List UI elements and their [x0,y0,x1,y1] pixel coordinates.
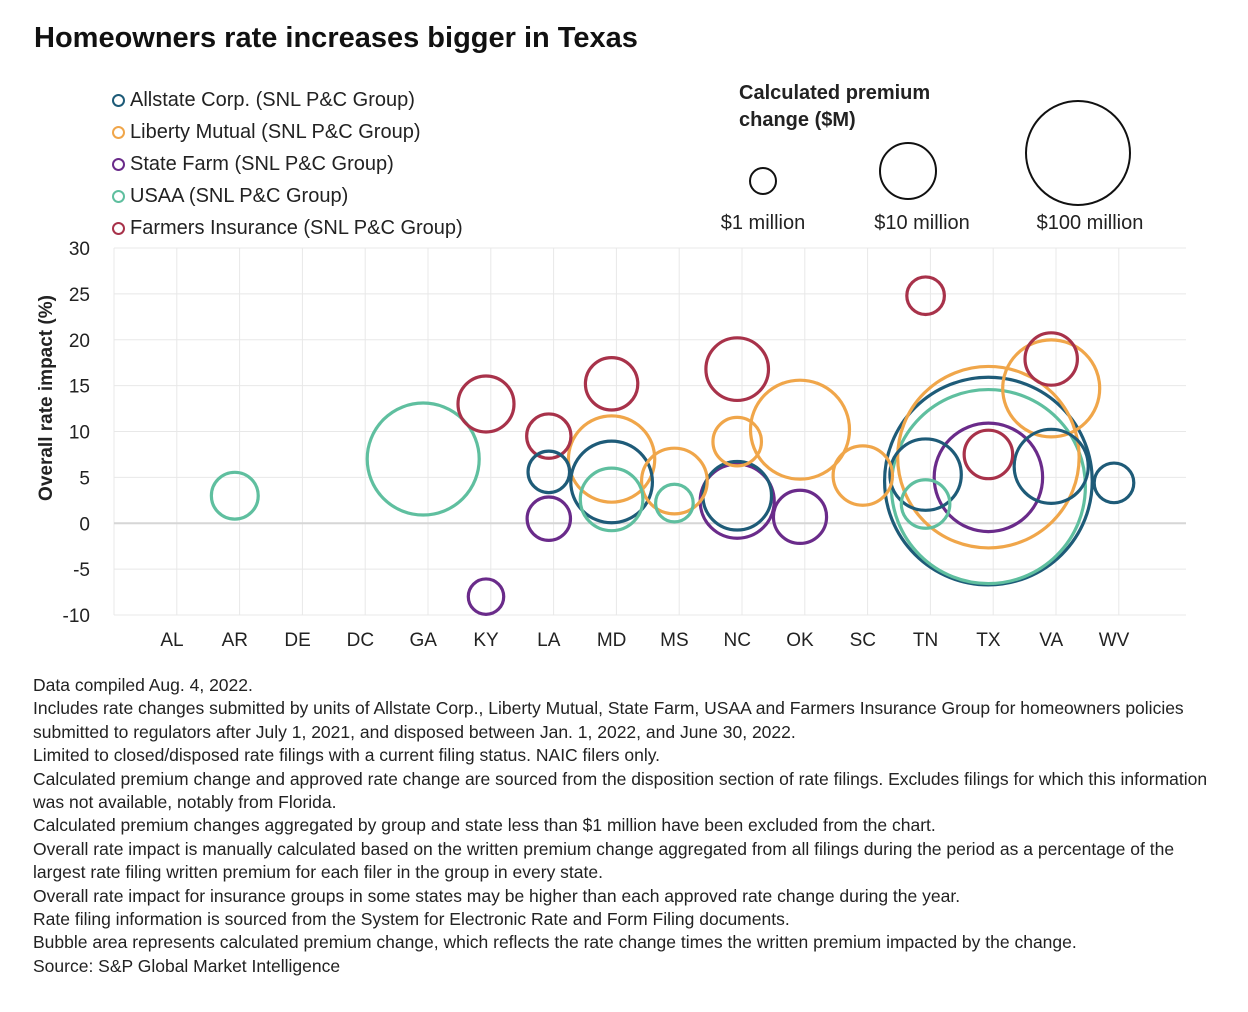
bubble-point [711,415,764,468]
size-legend-label-100m: $100 million [1036,212,1144,234]
bubble-point [905,275,946,317]
grid-layer [113,247,1186,616]
legend-item-farmers: Farmers Insurance (SNL P&C Group) [112,212,463,244]
x-tick-label: GA [409,630,437,651]
x-tick-label: AR [222,630,248,651]
size-legend-circle-1m [749,167,777,195]
size-legend-title-line2: change ($M) [739,109,856,131]
size-legend-circle-10m [879,142,937,200]
bubble-chart: 30 25 20 15 10 5 0 -5 -10 AL AR DE DC GA KY LA MD MS NC OK S… [36,239,1186,651]
bubble-point [748,378,852,481]
bubble-point [526,449,572,495]
y-tick-label: -5 [73,560,90,581]
chart-notes: Data compiled Aug. 4, 2022. Includes rat… [33,674,1213,978]
bubble-point [771,488,829,545]
note-line: Bubble area represents calculated premiu… [33,932,1077,953]
bubble-point [365,401,481,517]
bubble-point [578,466,645,533]
x-tick-label: VA [1039,630,1063,651]
x-tick-label: AL [160,630,183,651]
y-axis-label: Overall rate impact (%) [36,295,57,501]
bubble-point [896,364,1081,550]
chart-title: Homeowners rate increases bigger in Texa… [34,22,638,54]
x-tick-label: DE [284,630,310,651]
legend-label-farmers: Farmers Insurance (SNL P&C Group) [130,216,463,239]
x-tick-label: KY [473,630,499,651]
legend-label-usaa: USAA (SNL P&C Group) [130,184,349,207]
note-line: Source: S&P Global Market Intelligence [33,955,341,976]
y-tick-label: 20 [69,331,90,352]
y-tick-label: 5 [79,468,90,489]
x-tick-label: MD [597,630,627,651]
bubble-point [1012,427,1090,506]
bubble-point [209,470,260,521]
size-legend-title-line1: Calculated premium [739,82,931,104]
bubble-point [654,482,695,524]
bubble-point [456,374,516,434]
bubble-point [583,355,640,412]
y-tick-label: 30 [69,239,90,260]
y-tick-label: 10 [69,423,90,444]
axis-layer: 30 25 20 15 10 5 0 -5 -10 AL AR DE DC GA KY LA MD MS NC OK S… [63,239,1130,651]
size-legend-label-1m: $1 million [720,212,806,234]
note-line: Includes rate changes submitted by units… [33,698,1184,742]
legend-item-usaa: USAA (SNL P&C Group) [112,180,463,212]
legend-marker-statefarm [112,157,125,171]
legend-marker-liberty [112,125,125,139]
size-legend-title: Calculated premium change ($M) [739,80,930,134]
legend-label-allstate: Allstate Corp. (SNL P&C Group) [130,88,415,111]
note-line: Calculated premium changes aggregated by… [33,815,936,836]
bubble-point [1023,331,1079,387]
note-line: Limited to closed/disposed rate filings … [33,745,661,766]
y-tick-label: -10 [63,606,90,627]
legend-label-statefarm: State Farm (SNL P&C Group) [130,152,394,175]
bubble-point [888,437,963,512]
x-tick-label: MS [660,630,689,651]
x-tick-label: OK [786,630,814,651]
bubble-point [639,446,709,516]
legend-marker-farmers [112,221,125,235]
bubble-point [704,336,771,403]
bubble-point [1092,461,1136,505]
bubble-point [525,412,573,460]
x-tick-label: WV [1099,630,1130,651]
bubble-point [525,495,573,542]
bubble-point [932,421,1045,534]
x-tick-label: NC [723,630,750,651]
y-tick-label: 15 [69,377,90,398]
y-tick-label: 0 [79,514,90,535]
series-legend: Allstate Corp. (SNL P&C Group) Liberty M… [112,84,463,244]
bubble-point [831,444,895,507]
x-tick-label: LA [537,630,561,651]
x-tick-label: DC [347,630,374,651]
note-line: Overall rate impact for insurance groups… [33,885,961,906]
x-tick-label: TX [976,630,1001,651]
bubble-point [701,459,774,532]
note-line: Calculated premium change and approved r… [33,768,1208,813]
bubble-point [899,478,952,530]
bubble-point [466,577,506,616]
note-line: Data compiled Aug. 4, 2022. [33,675,253,695]
legend-marker-allstate [112,93,125,107]
legend-label-liberty: Liberty Mutual (SNL P&C Group) [130,120,421,143]
note-line: Rate filing information is sourced from … [33,909,790,930]
size-legend-label-10m: $10 million [874,212,970,234]
bubble-layer [209,275,1136,616]
bubble-point [962,428,1015,481]
bubble-point [1001,338,1102,439]
legend-item-liberty: Liberty Mutual (SNL P&C Group) [112,116,463,148]
legend-item-statefarm: State Farm (SNL P&C Group) [112,148,463,180]
legend-item-allstate: Allstate Corp. (SNL P&C Group) [112,84,463,116]
legend-marker-usaa [112,189,125,203]
note-line: Overall rate impact is manually calculat… [33,838,1175,883]
x-tick-label: SC [850,630,876,651]
bubble-point [569,439,655,525]
bubble-point [566,414,657,504]
x-tick-label: TN [913,630,938,651]
y-tick-label: 25 [69,285,90,306]
size-legend-circle-100m [1025,100,1131,206]
